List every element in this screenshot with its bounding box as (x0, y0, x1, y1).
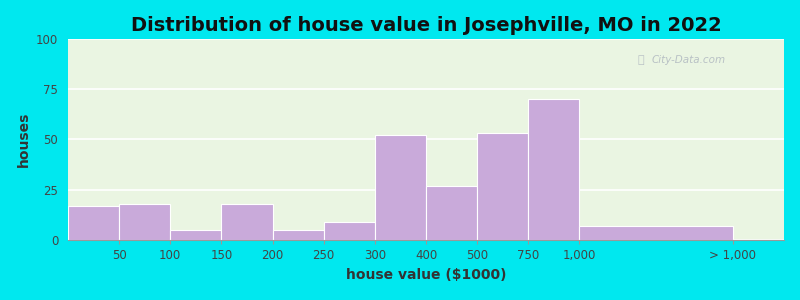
Bar (222, 204, 273, 240)
Bar (477, 134, 528, 240)
Y-axis label: houses: houses (17, 112, 30, 167)
Bar (119, 204, 170, 240)
Bar (170, 230, 222, 240)
X-axis label: house value ($1000): house value ($1000) (346, 268, 506, 282)
Bar (68, 206, 119, 240)
Bar (324, 222, 375, 240)
Text: Ⓢ: Ⓢ (638, 55, 644, 65)
Bar (273, 230, 324, 240)
Text: City-Data.com: City-Data.com (651, 55, 726, 65)
Bar (426, 186, 477, 240)
Bar (579, 226, 733, 240)
Bar (528, 99, 579, 240)
Title: Distribution of house value in Josephville, MO in 2022: Distribution of house value in Josephvil… (130, 16, 722, 35)
Bar (375, 136, 426, 240)
